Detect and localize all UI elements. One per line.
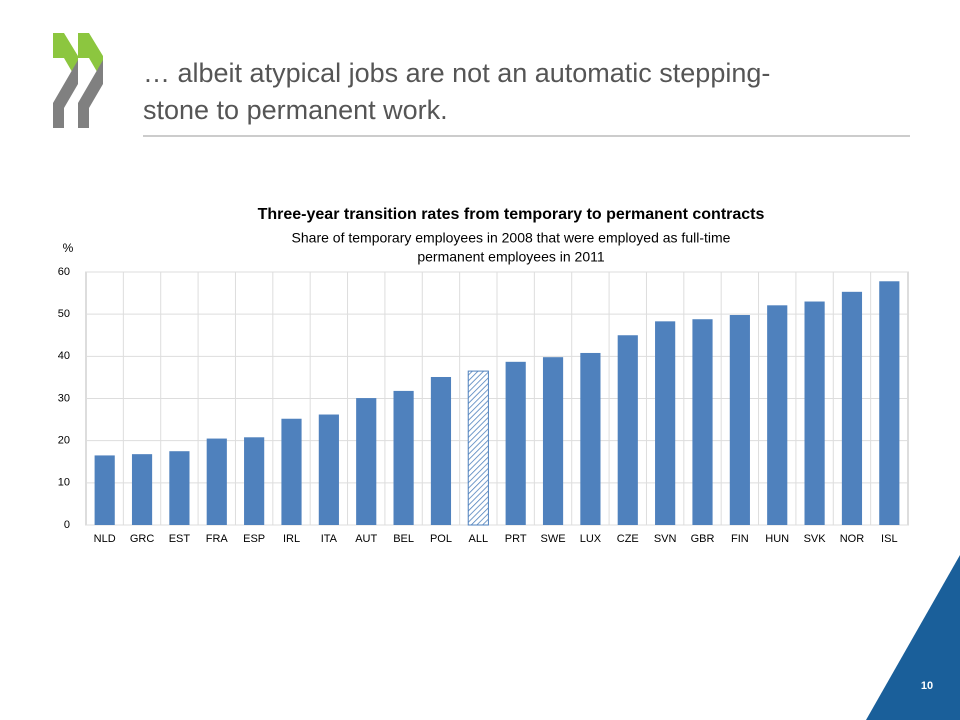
x-tick-label: NOR: [840, 533, 865, 545]
x-tick-label: PRT: [505, 533, 527, 545]
x-tick-label: POL: [430, 533, 452, 545]
corner-triangle: [866, 555, 960, 720]
chart-title: Three-year transition rates from tempora…: [258, 206, 765, 223]
y-tick-label: 20: [58, 435, 70, 447]
logo: [53, 33, 103, 128]
bar: [617, 335, 638, 525]
slide-title: … albeit atypical jobs are not an automa…: [143, 58, 770, 88]
x-tick-label: HUN: [765, 533, 789, 545]
x-tick-label: IRL: [283, 533, 300, 545]
y-tick-label: 0: [64, 519, 70, 531]
x-tick-label: ITA: [321, 533, 338, 545]
bar: [467, 370, 489, 526]
y-tick-label: 10: [58, 477, 70, 489]
bar: [393, 390, 414, 525]
bar: [244, 437, 265, 525]
bar: [804, 301, 825, 525]
bar: [430, 376, 452, 525]
x-tick-label: CZE: [617, 533, 639, 545]
bar: [542, 357, 564, 525]
x-tick-label: LUX: [580, 533, 602, 545]
bar: [655, 321, 676, 525]
x-tick-label: SVK: [804, 533, 827, 545]
x-tick-label: GRC: [130, 533, 155, 545]
y-axis-label: %: [63, 241, 74, 255]
x-tick-label: EST: [169, 533, 191, 545]
x-tick-label: SVN: [654, 533, 677, 545]
x-tick-label: ALL: [469, 533, 489, 545]
bar: [281, 418, 302, 525]
bar: [318, 414, 339, 525]
page-number: 10: [921, 680, 933, 692]
bar: [692, 319, 713, 525]
bar: [94, 455, 115, 525]
y-tick-label: 60: [58, 266, 70, 278]
y-tick-label: 30: [58, 392, 70, 404]
bar: [841, 291, 863, 525]
x-tick-label: NLD: [94, 533, 116, 545]
bar: [580, 352, 601, 525]
x-tick-label: SWE: [541, 533, 566, 545]
x-tick-label: AUT: [355, 533, 377, 545]
x-tick-label: BEL: [393, 533, 414, 545]
chart-subtitle: permanent employees in 2011: [417, 249, 605, 265]
x-tick-label: GBR: [691, 533, 715, 545]
x-tick-label: FRA: [206, 533, 229, 545]
x-tick-label: FIN: [731, 533, 749, 545]
chart-subtitle: Share of temporary employees in 2008 tha…: [292, 230, 731, 246]
x-tick-label: ESP: [243, 533, 265, 545]
bar: [505, 361, 526, 525]
bar: [767, 305, 788, 525]
bar: [729, 315, 750, 525]
bar: [206, 438, 227, 525]
y-tick-label: 50: [58, 308, 70, 320]
bar: [131, 454, 153, 525]
bar: [879, 281, 900, 525]
y-tick-label: 40: [58, 350, 70, 362]
slide-title: stone to permanent work.: [143, 95, 448, 125]
bar: [356, 398, 377, 525]
x-tick-label: ISL: [881, 533, 898, 545]
bar: [169, 451, 190, 525]
